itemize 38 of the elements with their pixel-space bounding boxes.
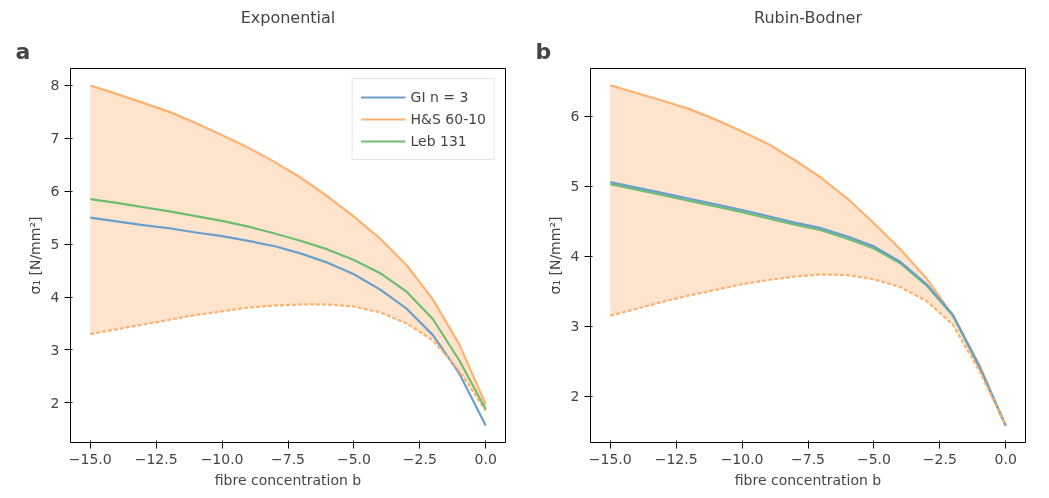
x-tick-label: −2.5 — [922, 450, 957, 467]
y-axis-title: σ₁ [N/mm²] — [546, 216, 563, 295]
x-tick-label: −12.5 — [134, 450, 178, 467]
y-tick-label: 4 — [50, 289, 60, 306]
y-tick-label: 2 — [570, 388, 580, 405]
y-tick-label: 3 — [570, 318, 580, 335]
y-tick-label: 4 — [570, 248, 580, 265]
y-tick-label: 2 — [50, 394, 60, 411]
x-tick-label: −12.5 — [654, 450, 698, 467]
legend-label: GI n = 3 — [410, 89, 469, 105]
x-tick-label: −10.0 — [720, 450, 764, 467]
x-axis-title: fibre concentration b — [734, 471, 882, 488]
x-tick-label: −15.0 — [588, 450, 632, 467]
line-series — [89, 303, 487, 412]
chart-title: Rubin-Bodner — [754, 7, 863, 27]
x-tick-label: 0.0 — [474, 450, 497, 467]
text: a — [15, 38, 31, 64]
x-tick-label: −5.0 — [856, 450, 891, 467]
x-tick-label: −15.0 — [68, 450, 112, 467]
y-tick-label: 7 — [50, 130, 60, 147]
x-tick-label: 0.0 — [994, 450, 1017, 467]
y-tick-label: 5 — [50, 236, 60, 253]
y-tick-label: 6 — [570, 108, 580, 125]
x-tick-label: −7.5 — [791, 450, 825, 467]
text: b — [535, 38, 552, 64]
x-tick-label: −7.5 — [271, 450, 305, 467]
y-tick-label: 5 — [570, 178, 580, 195]
x-tick-label: −2.5 — [402, 450, 437, 467]
x-tick-label: −5.0 — [336, 450, 371, 467]
y-tick-label: 6 — [50, 183, 60, 200]
chart-title: Exponential — [240, 7, 336, 27]
y-tick-label: 3 — [50, 341, 60, 358]
x-tick-label: −10.0 — [200, 450, 244, 467]
legend-label: Leb 131 — [410, 133, 467, 149]
x-axis-title: fibre concentration b — [214, 471, 362, 488]
legend-label: H&S 60-10 — [410, 111, 486, 127]
y-tick-label: 8 — [50, 77, 60, 94]
y-axis-title: σ₁ [N/mm²] — [26, 216, 43, 295]
